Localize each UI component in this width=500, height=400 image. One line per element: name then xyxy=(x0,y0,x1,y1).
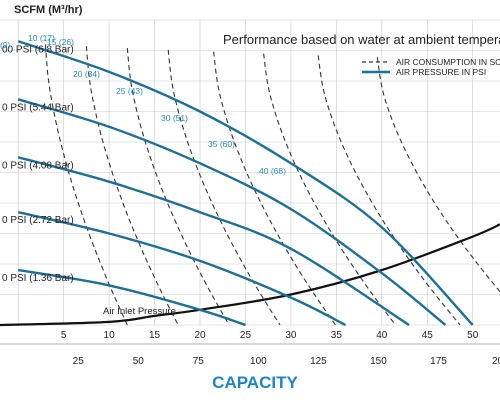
x-tick-secondary: 50 xyxy=(133,356,145,367)
labels-layer: Air Inlet Pressure 00 PSI (6.8 Bar) 0 PSI … xyxy=(0,33,286,317)
x-tick-secondary: 125 xyxy=(310,356,327,367)
air-consumption-label: (9) xyxy=(0,40,11,50)
pressure-curve-label: 0 PSI (5.44 Bar) xyxy=(2,102,74,113)
legend-consumption-label: AIR CONSUMPTION IN SC xyxy=(396,57,500,67)
x-tick-secondary: 175 xyxy=(430,356,447,367)
air-consumption-curve xyxy=(44,44,128,326)
y-units-label: SCFM (M³/hr) xyxy=(14,4,83,16)
x-tick-lpm: 25 xyxy=(240,330,252,341)
pressure-layer xyxy=(17,40,474,327)
air-consumption-label: 25 (43) xyxy=(116,86,143,96)
chart-title: Performance based on water at ambient te… xyxy=(223,32,500,47)
air-consumption-curve xyxy=(167,49,281,326)
air-consumption-label: 20 (34) xyxy=(73,69,100,79)
air-consumption-label: 40 (68) xyxy=(259,166,286,176)
x-tick-lpm: 45 xyxy=(422,330,434,341)
pressure-curve xyxy=(18,268,246,327)
air-consumption-label: 35 (60) xyxy=(208,139,235,149)
x-tick-lpm: 10 xyxy=(104,330,116,341)
air-consumption-curve xyxy=(376,57,500,293)
legend: AIR CONSUMPTION IN SC AIR PRESSURE IN PS… xyxy=(362,57,500,77)
x-tick-lpm: 35 xyxy=(331,330,343,341)
x-tick-lpm: 40 xyxy=(376,330,388,341)
air-consumption-curve xyxy=(213,51,336,326)
x-tick-secondary: 75 xyxy=(193,356,205,367)
pressure-curve xyxy=(17,156,410,327)
air-consumption-curve xyxy=(263,53,396,326)
x-tick-lpm: 5 xyxy=(61,330,67,341)
pressure-curve xyxy=(17,98,447,326)
air-consumption-label: 10 (17) xyxy=(28,33,55,43)
x-tick-secondary: 100 xyxy=(250,356,267,367)
air-consumption-curve xyxy=(317,55,461,326)
air-inlet-pressure-curve xyxy=(0,223,500,327)
pressure-curve-label: 0 PSI (1.36 Bar) xyxy=(2,273,74,284)
x-tick-lpm: 15 xyxy=(149,330,161,341)
air-inlet-pressure-label: Air Inlet Pressure xyxy=(103,306,176,317)
pressure-curve-label: 00 PSI (6.8 Bar) xyxy=(2,44,74,55)
pressure-curve-label: 0 PSI (4.08 Bar) xyxy=(2,160,74,171)
x-tick-secondary: 25 xyxy=(73,356,85,367)
x-tick-lpm: 30 xyxy=(285,330,297,341)
air-consumption-label: 15 (26) xyxy=(47,37,74,47)
consumption-layer xyxy=(44,44,500,326)
pressure-curve-label: 0 PSI (2.72 Bar) xyxy=(2,215,74,226)
x-tick-lpm: 20 xyxy=(194,330,206,341)
pressure-curve xyxy=(17,211,347,327)
air-consumption-curve xyxy=(85,46,179,326)
x-axis-title: CAPACITY xyxy=(212,373,298,392)
pressure-curve xyxy=(17,40,474,326)
x-tick-secondary: 150 xyxy=(370,356,387,367)
npsh-layer xyxy=(0,223,500,327)
axis-layer: 5 10 15 20 25 30 35 40 45 50 25 50 75 100 125 150 175 20 xyxy=(0,330,500,367)
air-consumption-label: 30 (51) xyxy=(161,113,188,123)
air-consumption-curve xyxy=(126,48,230,326)
x-tick-lpm: 50 xyxy=(467,330,479,341)
legend-pressure-label: AIR PRESSURE IN PSI xyxy=(396,67,486,77)
x-tick-secondary: 20 xyxy=(492,356,500,367)
